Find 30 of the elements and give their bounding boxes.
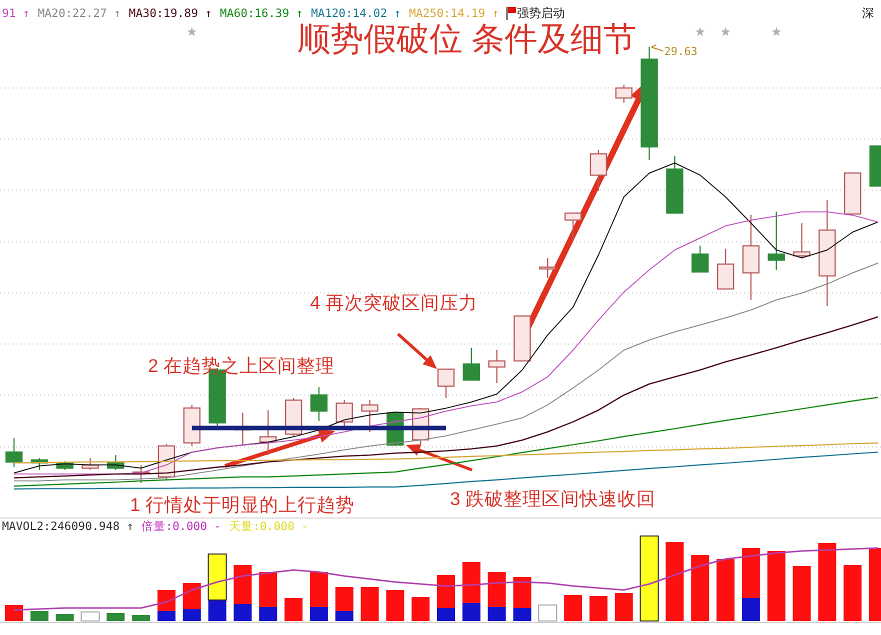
candlestick [768, 211, 785, 270]
candlestick [488, 349, 506, 384]
candlestick [564, 212, 582, 241]
text: 天量:0.000 - [228, 519, 308, 533]
text: 深 [862, 6, 874, 20]
candlestick [590, 149, 608, 192]
text: MA30:19.89 ↑ [128, 6, 212, 20]
candlestick [437, 368, 455, 399]
candlestick [310, 386, 328, 422]
text: MA250:14.19 ↑ [409, 6, 500, 20]
annotation: 3 跌破整理区间快速收回 [450, 488, 656, 509]
candlestick [692, 245, 709, 273]
text: MA20:22.27 ↑ [38, 6, 121, 20]
text: MA120:14.02 ↑ [310, 6, 401, 20]
candlestick [5, 437, 23, 468]
text: 强势启动 [517, 6, 566, 20]
text: MA60:16.39 ↑ [220, 6, 303, 20]
text: 91 ↑ [2, 6, 30, 20]
text: MAVOL2:246090.948 ↑ [2, 519, 134, 533]
candlestick [539, 257, 556, 279]
candlestick [462, 347, 480, 381]
text: 倍量:0.000 - [142, 519, 221, 533]
candlestick [615, 84, 632, 104]
candlestick [336, 400, 353, 429]
annotation: 4 再次突破区间压力 [310, 292, 478, 313]
candlestick [361, 400, 378, 433]
text: 1 行情处于明显的上行趋势 [130, 494, 354, 515]
chart-title: 顺势假破位 条件及细节 [297, 20, 637, 57]
candlestick [793, 222, 810, 259]
annotation: 29.63 [664, 45, 698, 58]
